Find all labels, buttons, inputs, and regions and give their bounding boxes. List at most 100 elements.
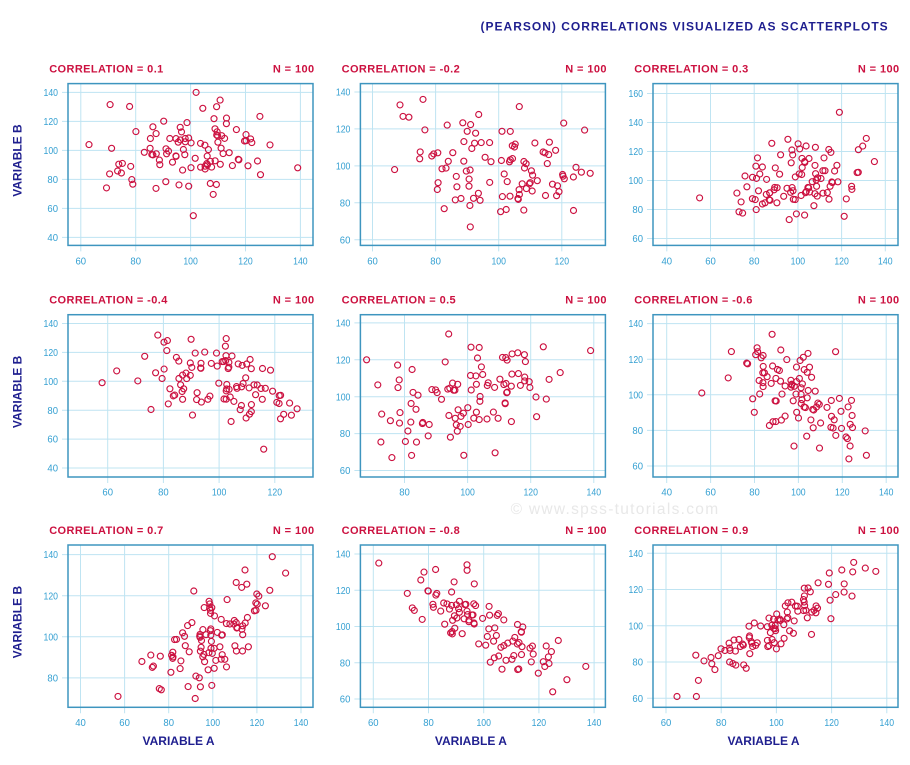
svg-text:140: 140 bbox=[44, 319, 59, 330]
svg-text:140: 140 bbox=[44, 88, 59, 99]
svg-text:160: 160 bbox=[629, 89, 644, 100]
svg-text:40: 40 bbox=[661, 488, 672, 499]
svg-text:120: 120 bbox=[238, 256, 253, 267]
svg-text:140: 140 bbox=[587, 488, 602, 499]
svg-text:100: 100 bbox=[460, 488, 475, 499]
svg-text:100: 100 bbox=[44, 632, 59, 643]
svg-text:80: 80 bbox=[47, 674, 58, 685]
svg-text:120: 120 bbox=[555, 256, 570, 267]
svg-text:CORRELATION = 0.3: CORRELATION = 0.3 bbox=[634, 64, 748, 76]
svg-text:N = 100: N = 100 bbox=[273, 64, 315, 76]
svg-text:60: 60 bbox=[47, 204, 58, 215]
svg-text:100: 100 bbox=[336, 392, 351, 403]
svg-text:100: 100 bbox=[44, 146, 59, 157]
svg-text:100: 100 bbox=[629, 621, 644, 632]
svg-text:120: 120 bbox=[835, 488, 850, 499]
svg-text:VARIABLE A: VARIABLE A bbox=[143, 734, 215, 748]
svg-text:VARIABLE A: VARIABLE A bbox=[435, 734, 507, 748]
svg-text:100: 100 bbox=[491, 256, 506, 267]
svg-text:80: 80 bbox=[749, 488, 760, 499]
svg-text:120: 120 bbox=[336, 586, 351, 597]
svg-text:140: 140 bbox=[294, 718, 309, 729]
svg-text:100: 100 bbox=[791, 256, 806, 267]
svg-text:60: 60 bbox=[76, 256, 87, 267]
svg-text:N = 100: N = 100 bbox=[858, 64, 900, 76]
svg-text:CORRELATION = -0.6: CORRELATION = -0.6 bbox=[634, 295, 753, 307]
svg-text:CORRELATION = 0.7: CORRELATION = 0.7 bbox=[49, 525, 163, 537]
svg-text:80: 80 bbox=[340, 429, 351, 440]
svg-text:100: 100 bbox=[336, 622, 351, 633]
svg-text:140: 140 bbox=[629, 319, 644, 330]
svg-text:140: 140 bbox=[336, 88, 351, 99]
svg-text:100: 100 bbox=[44, 377, 59, 388]
svg-text:120: 120 bbox=[629, 147, 644, 158]
svg-text:VARIABLE A: VARIABLE A bbox=[728, 734, 800, 748]
svg-text:80: 80 bbox=[632, 658, 643, 669]
svg-text:40: 40 bbox=[47, 464, 58, 475]
svg-text:© www.spss-tutorials.com: © www.spss-tutorials.com bbox=[511, 501, 720, 518]
svg-text:N = 100: N = 100 bbox=[565, 64, 607, 76]
svg-text:60: 60 bbox=[632, 234, 643, 245]
svg-text:120: 120 bbox=[336, 355, 351, 366]
svg-text:140: 140 bbox=[878, 256, 893, 267]
svg-text:CORRELATION = 0.9: CORRELATION = 0.9 bbox=[634, 525, 748, 537]
svg-text:100: 100 bbox=[629, 176, 644, 187]
svg-text:N = 100: N = 100 bbox=[565, 295, 607, 307]
svg-text:120: 120 bbox=[629, 355, 644, 366]
svg-text:CORRELATION = -0.4: CORRELATION = -0.4 bbox=[49, 295, 168, 307]
svg-text:CORRELATION = -0.2: CORRELATION = -0.2 bbox=[342, 64, 461, 76]
svg-text:80: 80 bbox=[158, 488, 169, 499]
svg-text:60: 60 bbox=[661, 718, 672, 729]
svg-text:80: 80 bbox=[749, 256, 760, 267]
svg-text:60: 60 bbox=[340, 466, 351, 477]
svg-text:80: 80 bbox=[423, 718, 434, 729]
svg-text:140: 140 bbox=[629, 549, 644, 560]
svg-text:140: 140 bbox=[880, 718, 895, 729]
svg-text:140: 140 bbox=[336, 550, 351, 561]
svg-text:40: 40 bbox=[75, 718, 86, 729]
svg-text:40: 40 bbox=[662, 256, 673, 267]
svg-text:60: 60 bbox=[340, 235, 351, 246]
svg-text:120: 120 bbox=[268, 488, 283, 499]
svg-text:80: 80 bbox=[47, 175, 58, 186]
svg-text:80: 80 bbox=[399, 488, 410, 499]
svg-text:140: 140 bbox=[44, 550, 59, 561]
svg-text:60: 60 bbox=[632, 462, 643, 473]
svg-text:140: 140 bbox=[293, 256, 308, 267]
svg-text:60: 60 bbox=[102, 488, 113, 499]
svg-text:60: 60 bbox=[705, 488, 716, 499]
svg-text:80: 80 bbox=[632, 426, 643, 437]
svg-text:CORRELATION = 0.1: CORRELATION = 0.1 bbox=[49, 64, 163, 76]
svg-text:VARIABLE B: VARIABLE B bbox=[11, 355, 25, 428]
svg-text:80: 80 bbox=[163, 718, 174, 729]
svg-text:CORRELATION = 0.5: CORRELATION = 0.5 bbox=[342, 295, 456, 307]
svg-text:120: 120 bbox=[523, 488, 538, 499]
svg-text:VARIABLE B: VARIABLE B bbox=[11, 124, 25, 197]
svg-text:100: 100 bbox=[476, 718, 491, 729]
svg-text:140: 140 bbox=[629, 118, 644, 129]
svg-text:60: 60 bbox=[119, 718, 130, 729]
svg-text:60: 60 bbox=[368, 718, 379, 729]
svg-text:100: 100 bbox=[769, 718, 784, 729]
svg-text:120: 120 bbox=[44, 591, 59, 602]
svg-text:140: 140 bbox=[587, 718, 602, 729]
svg-text:CORRELATION = -0.8: CORRELATION = -0.8 bbox=[342, 525, 461, 537]
svg-text:60: 60 bbox=[47, 435, 58, 446]
svg-text:80: 80 bbox=[430, 256, 441, 267]
svg-text:120: 120 bbox=[44, 348, 59, 359]
svg-text:140: 140 bbox=[879, 488, 894, 499]
svg-text:100: 100 bbox=[629, 390, 644, 401]
svg-text:60: 60 bbox=[705, 256, 716, 267]
svg-text:120: 120 bbox=[824, 718, 839, 729]
svg-text:80: 80 bbox=[47, 406, 58, 417]
svg-text:100: 100 bbox=[791, 488, 806, 499]
svg-text:(PEARSON) CORRELATIONS VISUALI: (PEARSON) CORRELATIONS VISUALIZED AS SCA… bbox=[481, 20, 889, 34]
svg-text:80: 80 bbox=[130, 256, 141, 267]
svg-text:N = 100: N = 100 bbox=[858, 295, 900, 307]
svg-text:120: 120 bbox=[834, 256, 849, 267]
svg-text:80: 80 bbox=[340, 658, 351, 669]
svg-text:100: 100 bbox=[336, 162, 351, 173]
svg-text:60: 60 bbox=[340, 695, 351, 706]
svg-text:80: 80 bbox=[632, 205, 643, 216]
svg-text:80: 80 bbox=[716, 718, 727, 729]
